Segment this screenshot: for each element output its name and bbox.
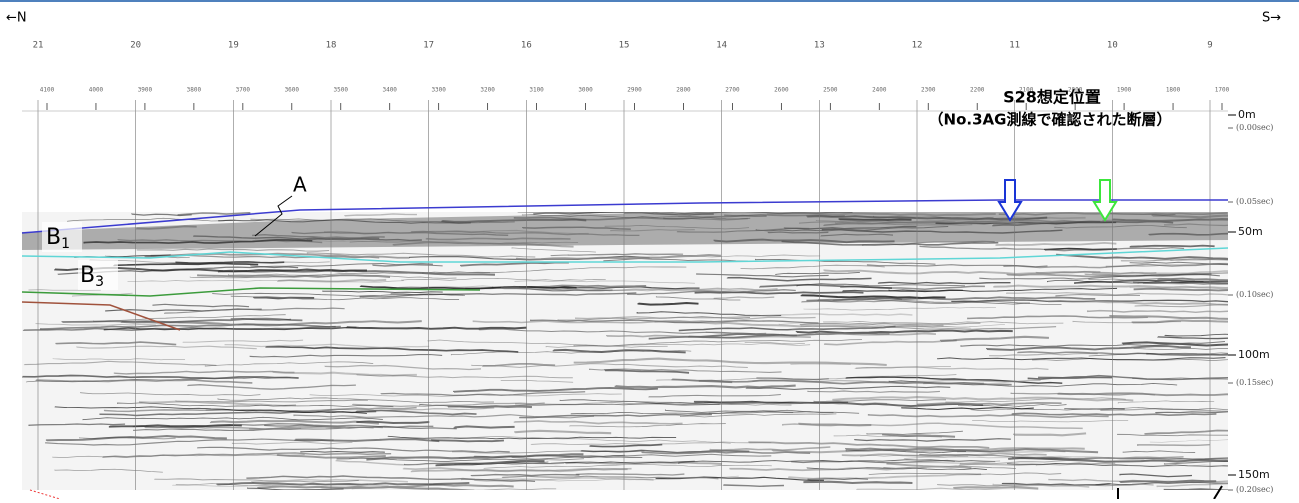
station-label: 10	[1107, 41, 1118, 51]
south-label: S→	[1262, 11, 1281, 26]
north-label: ←N	[6, 11, 27, 26]
shot-label: 2900	[627, 87, 642, 94]
reflector	[879, 282, 1011, 283]
shot-label: 3400	[382, 87, 397, 94]
shot-label: 3500	[334, 87, 349, 94]
shot-label: 1700	[1215, 87, 1230, 94]
shot-label: 4100	[40, 87, 55, 94]
page: ←N S→ A B1 B3 S28想定位置 （No.3AG測線で確認された断層）…	[0, 0, 1299, 503]
station-label: 9	[1207, 41, 1212, 51]
seismic-figure: ←N S→ A B1 B3 S28想定位置 （No.3AG測線で確認された断層）…	[0, 0, 1299, 499]
shot-label: 3100	[529, 87, 544, 94]
time-label: (0.05sec)	[1236, 197, 1273, 206]
shot-label: 3900	[138, 87, 153, 94]
station-label: 12	[912, 41, 923, 51]
station-label: 17	[423, 41, 434, 51]
station-label: 11	[1009, 41, 1020, 51]
shot-label: 3200	[480, 87, 495, 94]
annotation-title: S28想定位置	[1003, 88, 1101, 107]
shot-label: 2700	[725, 87, 740, 94]
shot-label: 2200	[970, 87, 985, 94]
shot-label: 3700	[236, 87, 251, 94]
corner-mark	[30, 490, 60, 499]
time-label: (0.10sec)	[1236, 290, 1273, 299]
station-label: 19	[228, 41, 239, 51]
annotation-subtitle: （No.3AG測線で確認された断層）	[929, 111, 1172, 129]
shot-label: 3300	[431, 87, 446, 94]
shot-label: 2500	[823, 87, 838, 94]
b3-sub: 3	[95, 274, 104, 290]
station-label: 16	[521, 41, 532, 51]
reflector	[448, 406, 532, 407]
b1-main: B	[46, 225, 61, 250]
station-label: 18	[326, 41, 337, 51]
shot-label: 3000	[578, 87, 593, 94]
station-label: 20	[130, 41, 141, 51]
depth-label: 50m	[1238, 225, 1263, 238]
depth-label: 150m	[1238, 468, 1270, 481]
time-label: (0.00sec)	[1236, 123, 1273, 132]
shot-label: 3800	[187, 87, 202, 94]
station-label: 13	[814, 41, 825, 51]
station-label: 15	[619, 41, 630, 51]
shot-label: 2000	[1068, 87, 1083, 94]
reflector	[1156, 412, 1264, 413]
shot-label: 3600	[285, 87, 300, 94]
station-label: 21	[33, 41, 44, 51]
depth-label: 100m	[1238, 348, 1270, 361]
time-label: (0.15sec)	[1236, 378, 1273, 387]
shot-label: 2600	[774, 87, 789, 94]
shot-label: 2400	[872, 87, 887, 94]
b1-sub: 1	[61, 236, 70, 252]
depth-scale: 0m 50m 100m 150m (0.00sec) (0.05sec) (0.10sec)…	[1228, 108, 1273, 494]
station-label: 14	[716, 41, 727, 51]
reflector	[455, 426, 515, 427]
reflector	[1065, 408, 1125, 409]
shot-label: 2800	[676, 87, 691, 94]
depth-label: 0m	[1238, 108, 1256, 121]
reflector	[791, 364, 851, 365]
shot-label: 2300	[921, 87, 936, 94]
shot-label: 4000	[89, 87, 104, 94]
reflector	[1131, 246, 1215, 247]
shot-label: 2100	[1019, 87, 1034, 94]
time-label: (0.20sec)	[1236, 485, 1273, 494]
shot-label: 1900	[1117, 87, 1132, 94]
label-a: A	[293, 173, 307, 197]
b3-main: B	[80, 263, 95, 288]
shot-label: 1800	[1166, 87, 1181, 94]
